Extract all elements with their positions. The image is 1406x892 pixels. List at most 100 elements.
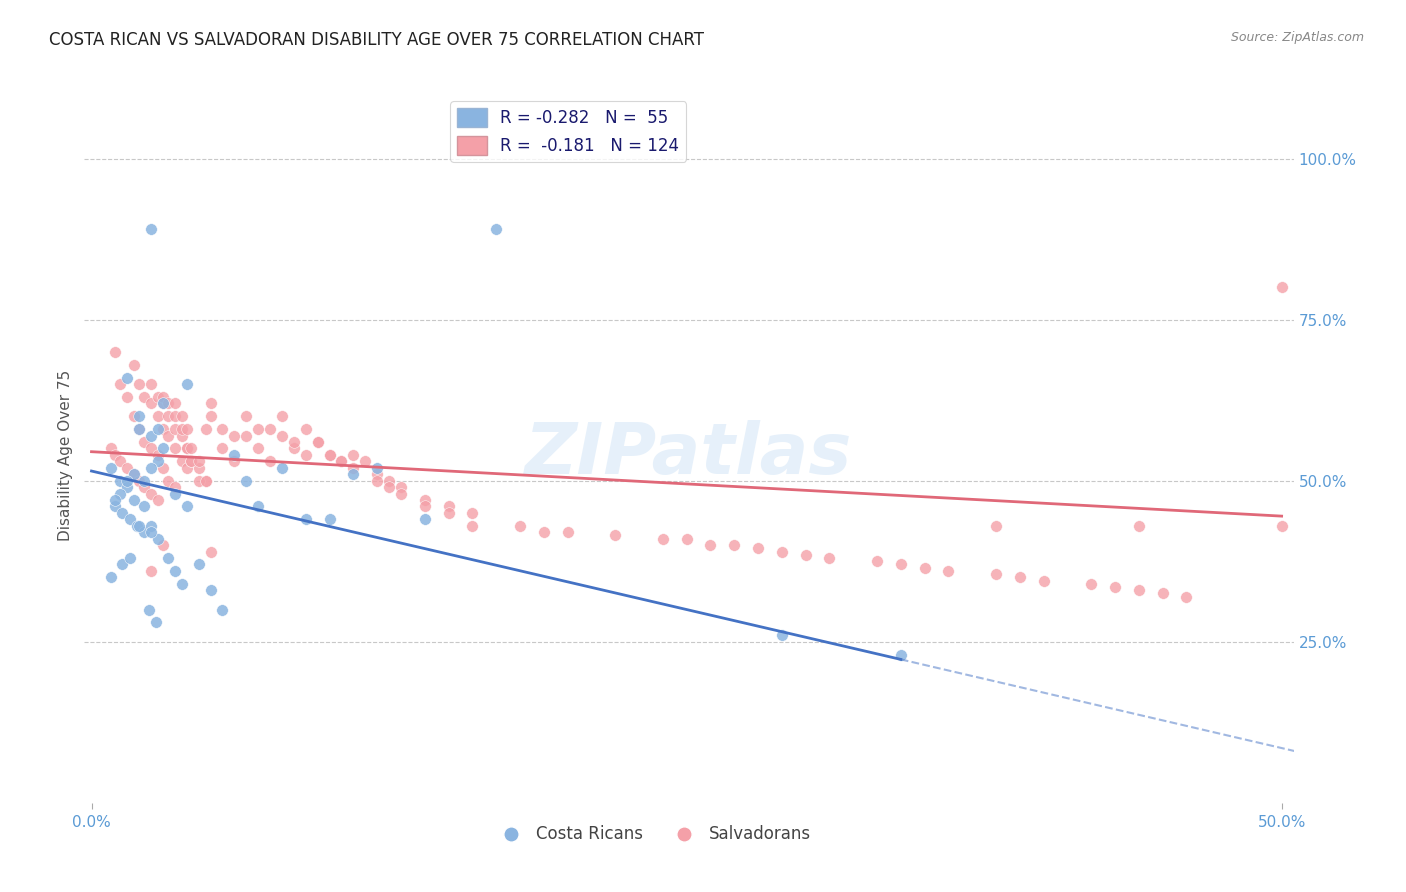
Point [139,460,162,475]
Point [342,460,364,475]
Point [138,602,160,616]
Point [104,448,127,462]
Point [283,435,305,450]
Point [156,551,179,566]
Point [132,435,155,450]
Point [211,602,233,616]
Point [675,532,697,546]
Point [152,396,174,410]
Point [413,512,436,526]
Text: Source: ZipAtlas.com: Source: ZipAtlas.com [1230,31,1364,45]
Point [200,409,222,424]
Point [461,506,484,520]
Point [132,390,155,404]
Point [111,558,134,572]
Point [200,544,222,558]
Point [651,532,673,546]
Point [187,558,209,572]
Point [1008,570,1031,584]
Point [163,564,186,578]
Point [866,554,889,568]
Point [124,467,146,482]
Point [139,525,162,540]
Point [1032,574,1054,588]
Point [139,428,162,442]
Point [187,460,209,475]
Point [132,474,155,488]
Point [890,558,912,572]
Point [378,474,401,488]
Point [485,222,508,236]
Point [146,493,169,508]
Point [156,409,179,424]
Point [1152,586,1174,600]
Point [437,500,460,514]
Point [139,442,162,456]
Point [1271,280,1294,294]
Point [176,442,198,456]
Point [108,474,131,488]
Point [163,422,186,436]
Text: COSTA RICAN VS SALVADORAN DISABILITY AGE OVER 75 CORRELATION CHART: COSTA RICAN VS SALVADORAN DISABILITY AGE… [49,31,704,49]
Point [770,628,793,642]
Point [118,512,141,526]
Point [108,486,131,500]
Point [152,390,174,404]
Point [115,460,138,475]
Point [509,518,531,533]
Point [163,396,186,410]
Point [605,528,627,542]
Point [366,467,388,482]
Point [235,428,257,442]
Point [294,512,316,526]
Point [152,442,174,456]
Point [128,422,150,436]
Point [118,551,141,566]
Point [938,564,960,578]
Point [152,538,174,552]
Point [259,454,281,468]
Point [307,435,329,450]
Point [413,493,436,508]
Point [283,442,305,456]
Point [271,428,294,442]
Point [366,460,388,475]
Point [100,460,122,475]
Point [139,222,162,236]
Point [156,474,179,488]
Point [124,493,146,508]
Point [111,506,134,520]
Point [194,422,217,436]
Point [890,648,912,662]
Point [533,525,555,540]
Point [211,442,233,456]
Point [318,512,340,526]
Point [176,460,198,475]
Point [914,560,936,574]
Point [170,422,193,436]
Point [437,506,460,520]
Point [180,454,202,468]
Point [1104,580,1126,594]
Point [180,442,202,456]
Point [378,480,401,494]
Point [128,518,150,533]
Point [128,474,150,488]
Point [194,474,217,488]
Point [163,409,186,424]
Point [235,474,257,488]
Point [170,576,193,591]
Point [139,518,162,533]
Point [389,486,412,500]
Point [163,480,186,494]
Point [247,500,270,514]
Point [389,480,412,494]
Point [152,396,174,410]
Point [170,454,193,468]
Point [152,422,174,436]
Point [139,564,162,578]
Point [146,409,169,424]
Point [271,409,294,424]
Point [224,454,246,468]
Point [461,518,484,533]
